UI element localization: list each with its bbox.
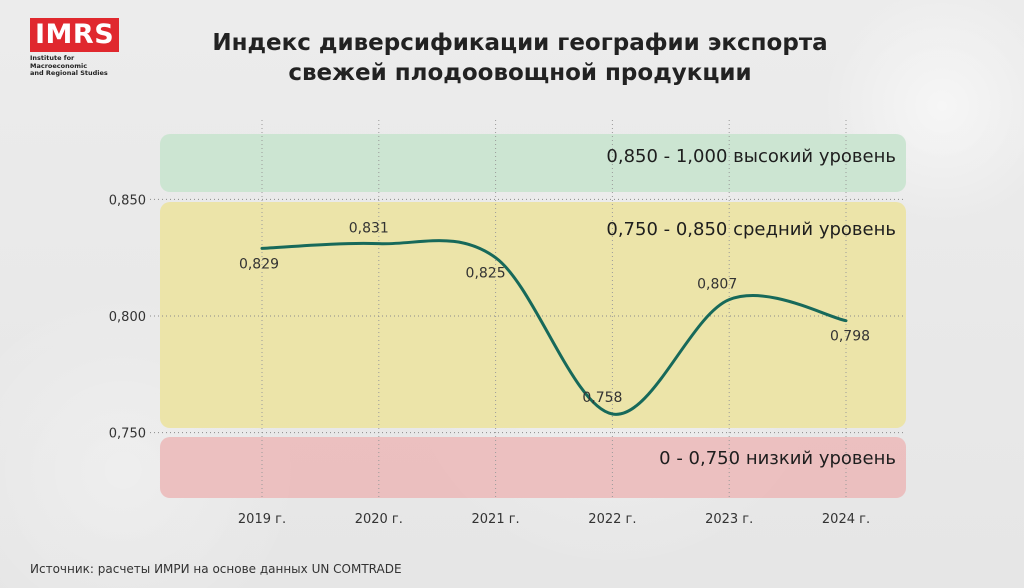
- band-level-label: низкий уровень: [746, 448, 896, 469]
- band-range-label: 0,850 - 1,000: [606, 146, 733, 167]
- logo-subtitle-line1: Institute for Macroeconomic: [30, 54, 88, 70]
- source-note: Источник: расчеты ИМРИ на основе данных …: [30, 562, 402, 576]
- x-tick-label: 2019 г.: [238, 512, 286, 527]
- band-level-label: средний уровень: [733, 219, 896, 240]
- band-label-band-medium: 0,750 - 0,850 средний уровень: [606, 219, 896, 240]
- chart-title-line1: Индекс диверсификации географии экспорта: [212, 30, 828, 56]
- logo-wordmark: IMRS: [30, 18, 120, 52]
- chart-title-line2: свежей плодоовощной продукции: [288, 60, 752, 86]
- x-tick-label: 2023 г.: [705, 512, 753, 527]
- chart-title: Индекс диверсификации географии экспорта…: [170, 28, 870, 88]
- data-label: 0,798: [830, 329, 870, 345]
- data-label: 0,829: [239, 256, 279, 272]
- band-range-label: 0,750 - 0,850: [606, 219, 733, 240]
- band-range-label: 0 - 0,750: [659, 448, 746, 469]
- x-tick-label: 2021 г.: [472, 512, 520, 527]
- logo-subtitle: Institute for Macroeconomic and Regional…: [30, 54, 116, 78]
- y-tick-label: 0,850: [109, 193, 146, 208]
- x-tick-label: 2024 г.: [822, 512, 870, 527]
- y-tick-label: 0,800: [109, 310, 146, 325]
- logo-subtitle-line2: and Regional Studies: [30, 69, 108, 77]
- data-label: 0,807: [697, 277, 737, 293]
- x-tick-label: 2022 г.: [588, 512, 636, 527]
- band-label-band-low: 0 - 0,750 низкий уровень: [659, 448, 896, 469]
- imrs-logo: IMRS Institute for Macroeconomic and Reg…: [30, 18, 120, 78]
- data-label: 0,831: [349, 221, 389, 237]
- data-label: 0,758: [582, 390, 622, 406]
- x-tick-label: 2020 г.: [355, 512, 403, 527]
- band-label-band-high: 0,850 - 1,000 высокий уровень: [606, 146, 896, 167]
- band-low: [160, 437, 906, 498]
- band-medium: [160, 202, 906, 428]
- y-tick-label: 0,750: [109, 427, 146, 442]
- band-level-label: высокий уровень: [733, 146, 896, 167]
- data-label: 0,825: [466, 266, 506, 282]
- band-high: [160, 134, 906, 192]
